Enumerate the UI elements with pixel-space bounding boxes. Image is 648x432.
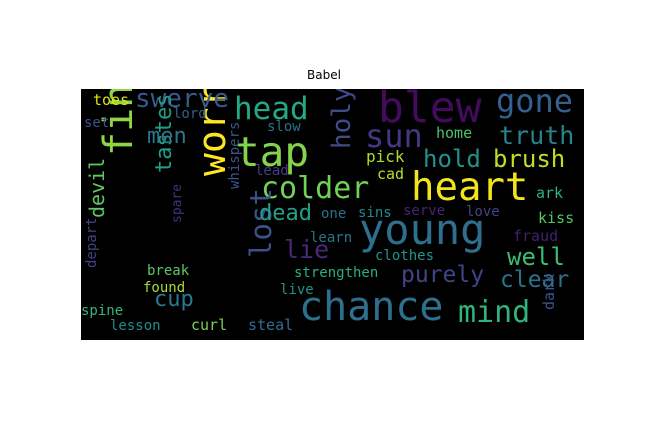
word-cup: cup bbox=[154, 287, 194, 312]
word-lord: lord bbox=[173, 106, 207, 122]
word-depart: depart bbox=[84, 217, 100, 268]
word-love: love bbox=[466, 204, 500, 220]
word-lesson: lesson bbox=[110, 318, 161, 334]
word-head: head bbox=[234, 91, 309, 127]
word-set: set bbox=[84, 115, 110, 131]
word-brush: brush bbox=[493, 145, 566, 173]
word-live: live bbox=[280, 282, 314, 298]
word-colder: colder bbox=[261, 171, 370, 206]
word-dead: dead bbox=[259, 201, 312, 226]
word-mind: mind bbox=[458, 295, 531, 330]
word-truth: truth bbox=[499, 121, 575, 150]
word-young: young bbox=[359, 205, 486, 254]
word-toes: toes bbox=[93, 91, 130, 109]
word-devil: devil bbox=[85, 157, 109, 218]
word-one: one bbox=[321, 206, 347, 222]
word-holy: holy bbox=[327, 89, 357, 149]
word-strengthen: strengthen bbox=[294, 265, 379, 281]
word-whispers: whispers bbox=[227, 121, 243, 189]
word-home: home bbox=[436, 124, 473, 142]
word-ark: ark bbox=[536, 184, 564, 202]
word-kiss: kiss bbox=[538, 209, 575, 227]
word-men: men bbox=[147, 124, 187, 149]
word-hold: hold bbox=[423, 145, 481, 173]
word-cad: cad bbox=[377, 165, 405, 183]
word-sins: sins bbox=[358, 205, 392, 221]
word-lie: lie bbox=[284, 235, 330, 264]
word-slow: slow bbox=[267, 119, 301, 135]
word-chance: chance bbox=[299, 284, 444, 330]
word-serve: serve bbox=[403, 203, 446, 219]
word-pick: pick bbox=[366, 147, 405, 166]
word-blew: blew bbox=[378, 89, 482, 133]
word-dark: dark bbox=[540, 273, 558, 310]
word-well: well bbox=[507, 243, 565, 271]
word-tap: tap bbox=[235, 128, 310, 176]
word-gone: gone bbox=[496, 89, 574, 120]
word-spine: spine bbox=[81, 303, 124, 319]
word-curl: curl bbox=[191, 316, 228, 334]
word-found: found bbox=[143, 280, 186, 296]
word-clear: clear bbox=[500, 267, 570, 293]
figure-title: Babel bbox=[307, 68, 341, 82]
word-heart: heart bbox=[411, 165, 529, 210]
word-fraud: fraud bbox=[513, 227, 559, 245]
word-steal: steal bbox=[248, 316, 294, 334]
word-learn: learn bbox=[310, 230, 353, 246]
word-spare: spare bbox=[170, 183, 185, 223]
word-swerve: swerve bbox=[135, 89, 229, 114]
word-clothes: clothes bbox=[375, 248, 435, 264]
word-break: break bbox=[147, 263, 190, 279]
word-purely: purely bbox=[401, 262, 485, 288]
word-lead: lead bbox=[255, 163, 289, 179]
word-sun: sun bbox=[365, 117, 423, 155]
wordcloud-canvas: blew heart young chance worried fingers … bbox=[81, 89, 584, 340]
